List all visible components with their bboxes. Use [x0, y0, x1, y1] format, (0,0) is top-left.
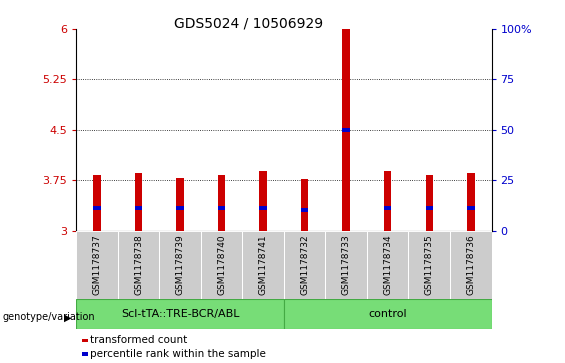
Text: GSM1178740: GSM1178740 [217, 234, 226, 295]
Bar [342, 29, 350, 231]
Text: control: control [368, 309, 407, 319]
Text: GDS5024 / 10506929: GDS5024 / 10506929 [174, 16, 323, 30]
Bar [325, 231, 367, 299]
Bar [367, 231, 408, 299]
Bar [218, 175, 225, 231]
Bar [301, 179, 308, 231]
Text: percentile rank within the sample: percentile rank within the sample [90, 349, 266, 359]
Text: GSM1178735: GSM1178735 [425, 234, 434, 295]
Bar [159, 231, 201, 299]
Bar [76, 231, 118, 299]
Text: GSM1178741: GSM1178741 [259, 234, 268, 295]
Bar [467, 173, 475, 231]
Bar [176, 178, 184, 231]
Bar [135, 206, 142, 210]
Bar [242, 231, 284, 299]
Text: GSM1178738: GSM1178738 [134, 234, 143, 295]
Bar [284, 231, 325, 299]
Text: GSM1178734: GSM1178734 [383, 234, 392, 295]
Text: genotype/variation: genotype/variation [3, 311, 95, 322]
Text: GSM1178732: GSM1178732 [300, 234, 309, 295]
Bar [118, 231, 159, 299]
Bar [408, 231, 450, 299]
Bar [384, 171, 392, 231]
Bar [425, 175, 433, 231]
Bar [201, 231, 242, 299]
Bar [176, 206, 184, 210]
Bar [259, 206, 267, 210]
Bar [76, 299, 284, 329]
Bar [425, 206, 433, 210]
Bar [467, 206, 475, 210]
Text: GSM1178733: GSM1178733 [342, 234, 351, 295]
Bar [301, 208, 308, 212]
Text: ▶: ▶ [64, 313, 71, 323]
Bar [218, 206, 225, 210]
Bar [450, 231, 492, 299]
Bar [135, 174, 142, 231]
Text: transformed count: transformed count [90, 335, 188, 346]
Text: Scl-tTA::TRE-BCR/ABL: Scl-tTA::TRE-BCR/ABL [121, 309, 240, 319]
Bar [93, 206, 101, 210]
Bar [342, 128, 350, 132]
Bar [259, 171, 267, 231]
Bar [284, 299, 492, 329]
Bar [93, 175, 101, 231]
Bar [384, 206, 392, 210]
Text: GSM1178737: GSM1178737 [93, 234, 102, 295]
Text: GSM1178736: GSM1178736 [466, 234, 475, 295]
Text: GSM1178739: GSM1178739 [176, 234, 185, 295]
